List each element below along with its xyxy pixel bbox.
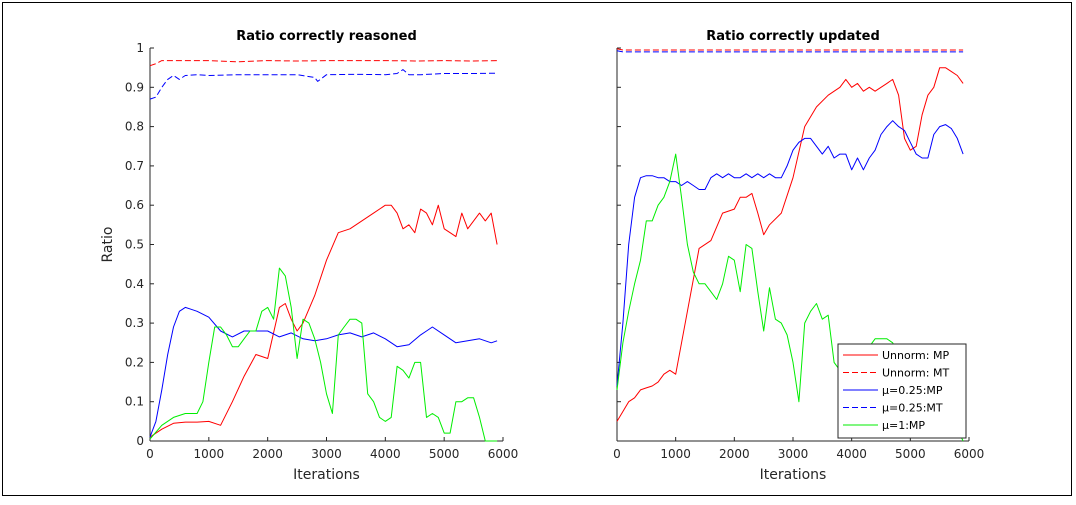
- y-tick-label: 0.1: [125, 395, 144, 409]
- series-line--0-25-mt: [616, 50, 964, 53]
- y-tick-label: 0: [136, 434, 144, 448]
- x-tick-label: 0: [613, 447, 621, 461]
- x-axis-label: Iterations: [293, 467, 360, 483]
- y-tick-label: 0.7: [125, 159, 144, 173]
- x-tick-label: 2000: [719, 447, 750, 461]
- legend-box: [837, 343, 967, 439]
- x-tick-label: 5000: [429, 447, 460, 461]
- x-axis-label: Iterations: [760, 467, 827, 483]
- series-line--1-mp: [149, 267, 498, 442]
- y-tick-label: 0.3: [125, 316, 144, 330]
- chart-title: Ratio correctly reasoned: [236, 29, 417, 44]
- y-tick-label: 0.9: [125, 80, 144, 94]
- legend-label: Unnorm: MT: [882, 367, 949, 380]
- x-tick-label: 1000: [660, 447, 691, 461]
- series-line-unnorm-mt: [149, 60, 498, 67]
- x-tick-label: 4000: [836, 447, 867, 461]
- legend-label: Unnorm: MP: [882, 349, 949, 362]
- x-tick-label: 1000: [194, 447, 225, 461]
- series-line--0-25-mt: [149, 69, 498, 100]
- y-tick-label: 0.2: [125, 355, 144, 369]
- figure-border: [2, 2, 1072, 496]
- x-tick-label: 5000: [895, 447, 926, 461]
- x-tick-label: 2000: [252, 447, 283, 461]
- y-tick-label: 0.6: [125, 198, 144, 212]
- legend-label: μ=0.25:MT: [882, 402, 943, 415]
- legend-label: μ=0.25:MP: [882, 384, 943, 397]
- x-tick-label: 6000: [954, 447, 985, 461]
- series-line--0-25-mp: [616, 120, 964, 387]
- x-tick-label: 6000: [488, 447, 519, 461]
- y-tick-label: 1: [136, 41, 144, 55]
- y-tick-label: 0.4: [125, 277, 144, 291]
- series-line-unnorm-mt: [616, 48, 964, 51]
- x-tick-label: 0: [146, 447, 154, 461]
- chart-title: Ratio correctly updated: [706, 29, 880, 44]
- x-tick-label: 3000: [778, 447, 809, 461]
- y-tick-label: 0.8: [125, 120, 144, 134]
- series-line--0-25-mp: [149, 306, 498, 438]
- series-line-unnorm-mp: [616, 67, 964, 422]
- x-tick-label: 3000: [311, 447, 342, 461]
- y-axis-label: Ratio: [100, 227, 116, 263]
- legend-label: μ=1:MP: [882, 419, 925, 432]
- series-line-unnorm-mp: [149, 204, 498, 438]
- x-tick-label: 4000: [370, 447, 401, 461]
- y-tick-label: 0.5: [125, 238, 144, 252]
